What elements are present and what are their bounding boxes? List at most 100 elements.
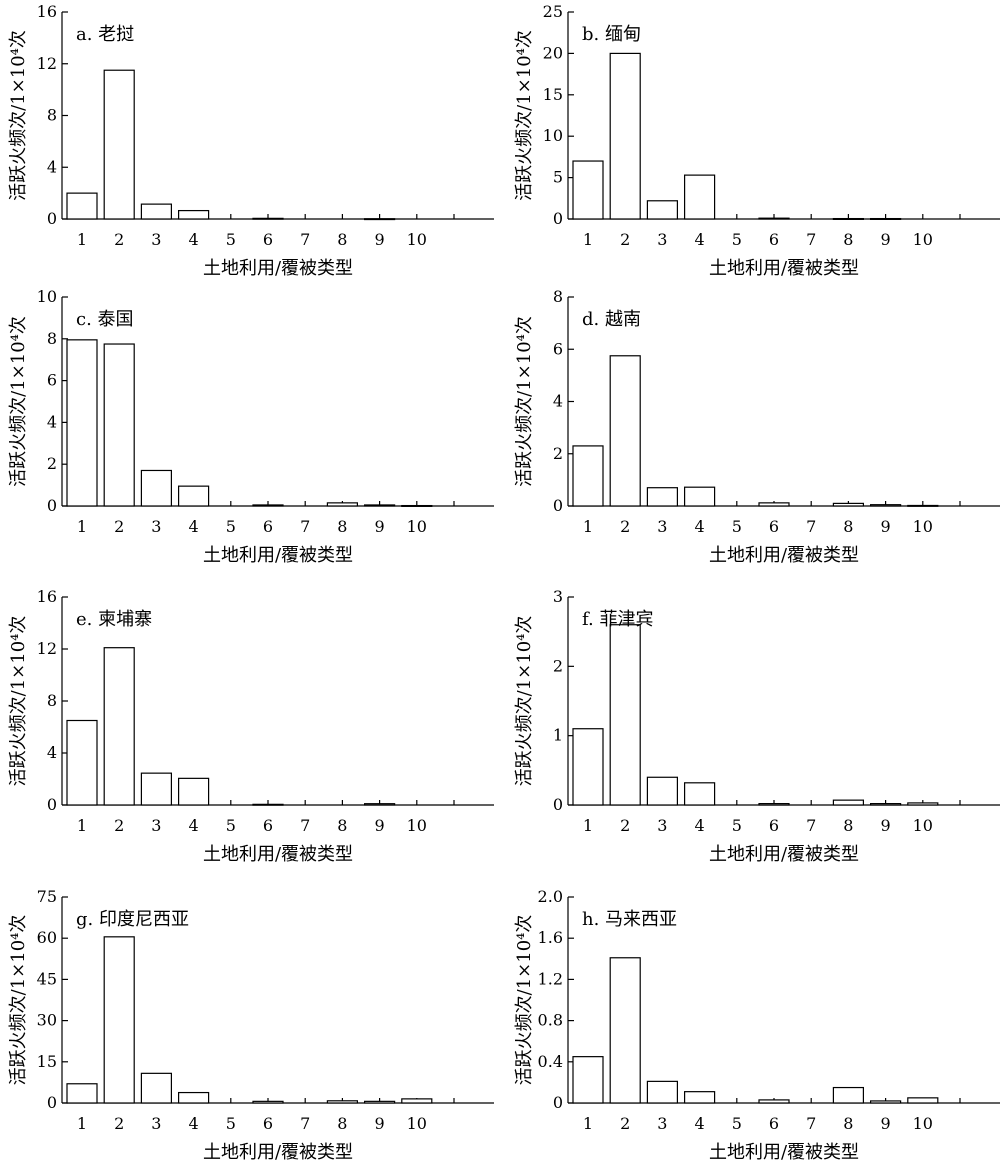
x-tick-label: 8 — [843, 1114, 853, 1133]
x-tick-label: 3 — [151, 517, 161, 536]
bar-category-3 — [646, 487, 679, 507]
x-tick-label: 3 — [657, 517, 667, 536]
bar-category-4 — [683, 486, 716, 507]
x-tick-label: 1 — [77, 1114, 87, 1133]
y-tick-label: 15 — [37, 1052, 57, 1071]
bar-category-9 — [869, 1100, 902, 1104]
x-axis-title: 土地利用/覆被类型 — [709, 258, 859, 279]
y-tick-label: 3 — [553, 587, 563, 606]
x-tick-label: 7 — [300, 230, 310, 249]
x-tick-label: 6 — [769, 816, 779, 835]
x-tick-label: 4 — [695, 517, 705, 536]
bar-category-2 — [103, 647, 135, 806]
y-tick-label: 8 — [47, 106, 57, 125]
bar-category-9 — [869, 803, 902, 806]
x-axis-title: 土地利用/覆被类型 — [203, 545, 353, 566]
bar-category-8 — [832, 1086, 865, 1104]
bar-category-1 — [66, 1083, 98, 1104]
x-tick-label: 1 — [77, 517, 87, 536]
y-tick-label: 4 — [553, 392, 563, 411]
bar-category-6 — [252, 504, 284, 507]
bar-category-9 — [364, 218, 396, 221]
y-tick-label: 10 — [37, 287, 57, 306]
bar-category-4 — [178, 1091, 210, 1104]
bar-category-6 — [758, 803, 790, 806]
y-axis-title: 活跃火频次/1×10⁴次 — [8, 316, 29, 487]
panel-title: f. 菲津宾 — [582, 609, 653, 630]
x-tick-label: 4 — [695, 816, 705, 835]
bar-category-1 — [66, 192, 98, 220]
bar-category-4 — [178, 777, 210, 806]
bar-category-6 — [252, 217, 284, 220]
x-tick-label: 9 — [881, 1114, 891, 1133]
y-tick-label: 6 — [553, 339, 563, 358]
x-tick-label: 5 — [732, 816, 742, 835]
y-axis-title: 活跃火频次/1×10⁴次 — [8, 30, 29, 201]
x-tick-label: 5 — [732, 230, 742, 249]
bar-category-3 — [140, 203, 172, 220]
x-tick-label: 2 — [114, 230, 124, 249]
x-tick-label: 6 — [263, 1114, 273, 1133]
bar-category-6 — [252, 803, 284, 806]
x-tick-label: 7 — [300, 517, 310, 536]
chart-panel-8: 0 0.4 0.8 1.2 1.6 2.0 1 2 3 4 5 6 7 8 9 10 h. 马来西亚土地利用/覆… — [514, 887, 1000, 1163]
y-tick-label: 20 — [543, 43, 563, 62]
y-tick-label: 4 — [47, 743, 57, 762]
x-tick-label: 4 — [189, 517, 199, 536]
x-tick-label: 7 — [806, 230, 816, 249]
bar-category-2 — [609, 957, 641, 1104]
x-tick-label: 4 — [189, 230, 199, 249]
bar-category-4 — [683, 782, 716, 806]
x-tick-label: 6 — [769, 230, 779, 249]
bar-category-2 — [609, 52, 641, 220]
x-tick-label: 2 — [620, 1114, 630, 1133]
bar-category-1 — [572, 160, 604, 220]
y-tick-label: 8 — [47, 691, 57, 710]
bar-category-8 — [326, 502, 358, 507]
y-tick-label: 2 — [553, 444, 563, 463]
bar-category-1 — [572, 445, 604, 507]
y-tick-label: 30 — [37, 1011, 57, 1030]
bar-category-2 — [609, 624, 641, 806]
x-tick-label: 5 — [226, 517, 236, 536]
x-tick-label: 10 — [913, 816, 933, 835]
panel-title: b. 缅甸 — [582, 24, 641, 45]
y-tick-label: 2.0 — [538, 887, 563, 906]
x-axis-title: 土地利用/覆被类型 — [203, 258, 353, 279]
bar-category-6 — [252, 1100, 284, 1104]
y-tick-label: 0 — [47, 795, 57, 814]
bar-category-1 — [66, 719, 98, 806]
x-tick-label: 1 — [77, 816, 87, 835]
x-tick-label: 9 — [881, 816, 891, 835]
y-tick-label: 12 — [37, 639, 57, 658]
y-tick-label: 0 — [47, 1093, 57, 1112]
bar-category-10 — [907, 1097, 939, 1104]
x-tick-label: 7 — [806, 1114, 816, 1133]
x-tick-label: 10 — [913, 517, 933, 536]
panel-title: e. 柬埔寨 — [76, 609, 152, 630]
x-tick-label: 10 — [407, 517, 427, 536]
y-tick-label: 0.8 — [538, 1011, 563, 1030]
x-tick-label: 9 — [375, 1114, 385, 1133]
x-tick-label: 1 — [583, 816, 593, 835]
x-tick-label: 8 — [843, 517, 853, 536]
y-tick-label: 12 — [37, 54, 57, 73]
x-tick-label: 8 — [337, 1114, 347, 1133]
bar-category-4 — [178, 485, 210, 507]
x-tick-label: 2 — [620, 230, 630, 249]
x-axis-title: 土地利用/覆被类型 — [709, 844, 859, 865]
y-tick-label: 25 — [543, 2, 563, 21]
y-tick-label: 4 — [47, 157, 57, 176]
x-tick-label: 3 — [151, 1114, 161, 1133]
bar-category-8 — [832, 217, 865, 220]
bar-category-3 — [646, 776, 679, 806]
bar-category-10 — [401, 1098, 433, 1104]
x-tick-label: 7 — [806, 816, 816, 835]
y-tick-label: 2 — [553, 656, 563, 675]
x-tick-label: 10 — [407, 1114, 427, 1133]
y-tick-label: 4 — [47, 412, 57, 431]
x-tick-label: 6 — [263, 230, 273, 249]
